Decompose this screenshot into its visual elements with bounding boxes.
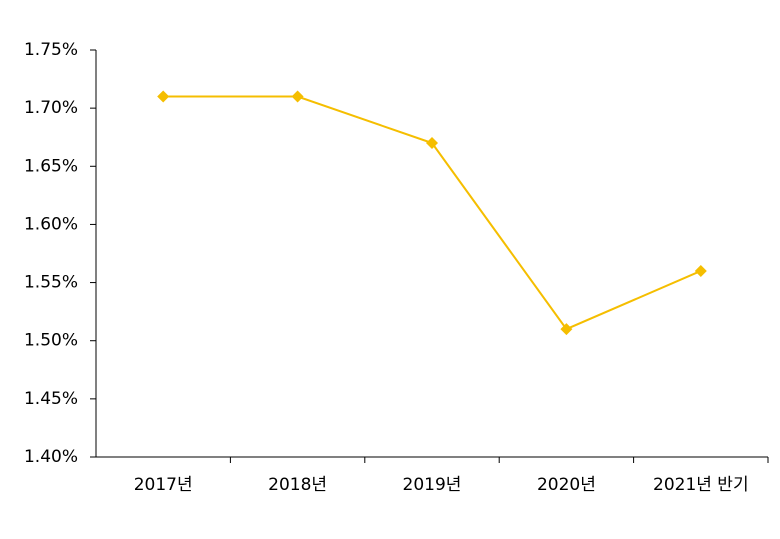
y-tick-label: 1.70%	[24, 98, 78, 118]
marker	[560, 323, 573, 336]
line	[163, 95, 702, 331]
marker	[694, 264, 707, 277]
y-tick-label: 1.65%	[24, 156, 78, 176]
marker	[426, 137, 438, 150]
x-tick-label: 2021년 반기	[653, 475, 749, 495]
marker	[291, 90, 304, 103]
y-tick-label: 1.55%	[24, 273, 78, 293]
y-tick-label: 1.45%	[24, 389, 78, 409]
y-tick-label: 1.50%	[24, 331, 78, 351]
x-tick-label: 2019년	[403, 475, 462, 495]
x-tick-label: 2020년	[537, 475, 596, 495]
marker	[157, 90, 170, 103]
y-tick-label: 1.60%	[24, 214, 78, 234]
y-tick-label: 1.75%	[24, 40, 78, 60]
y-tick-label: 1.40%	[24, 447, 78, 467]
x-tick-label: 2018년	[268, 475, 327, 495]
x-tick-label: 2017년	[134, 475, 193, 495]
